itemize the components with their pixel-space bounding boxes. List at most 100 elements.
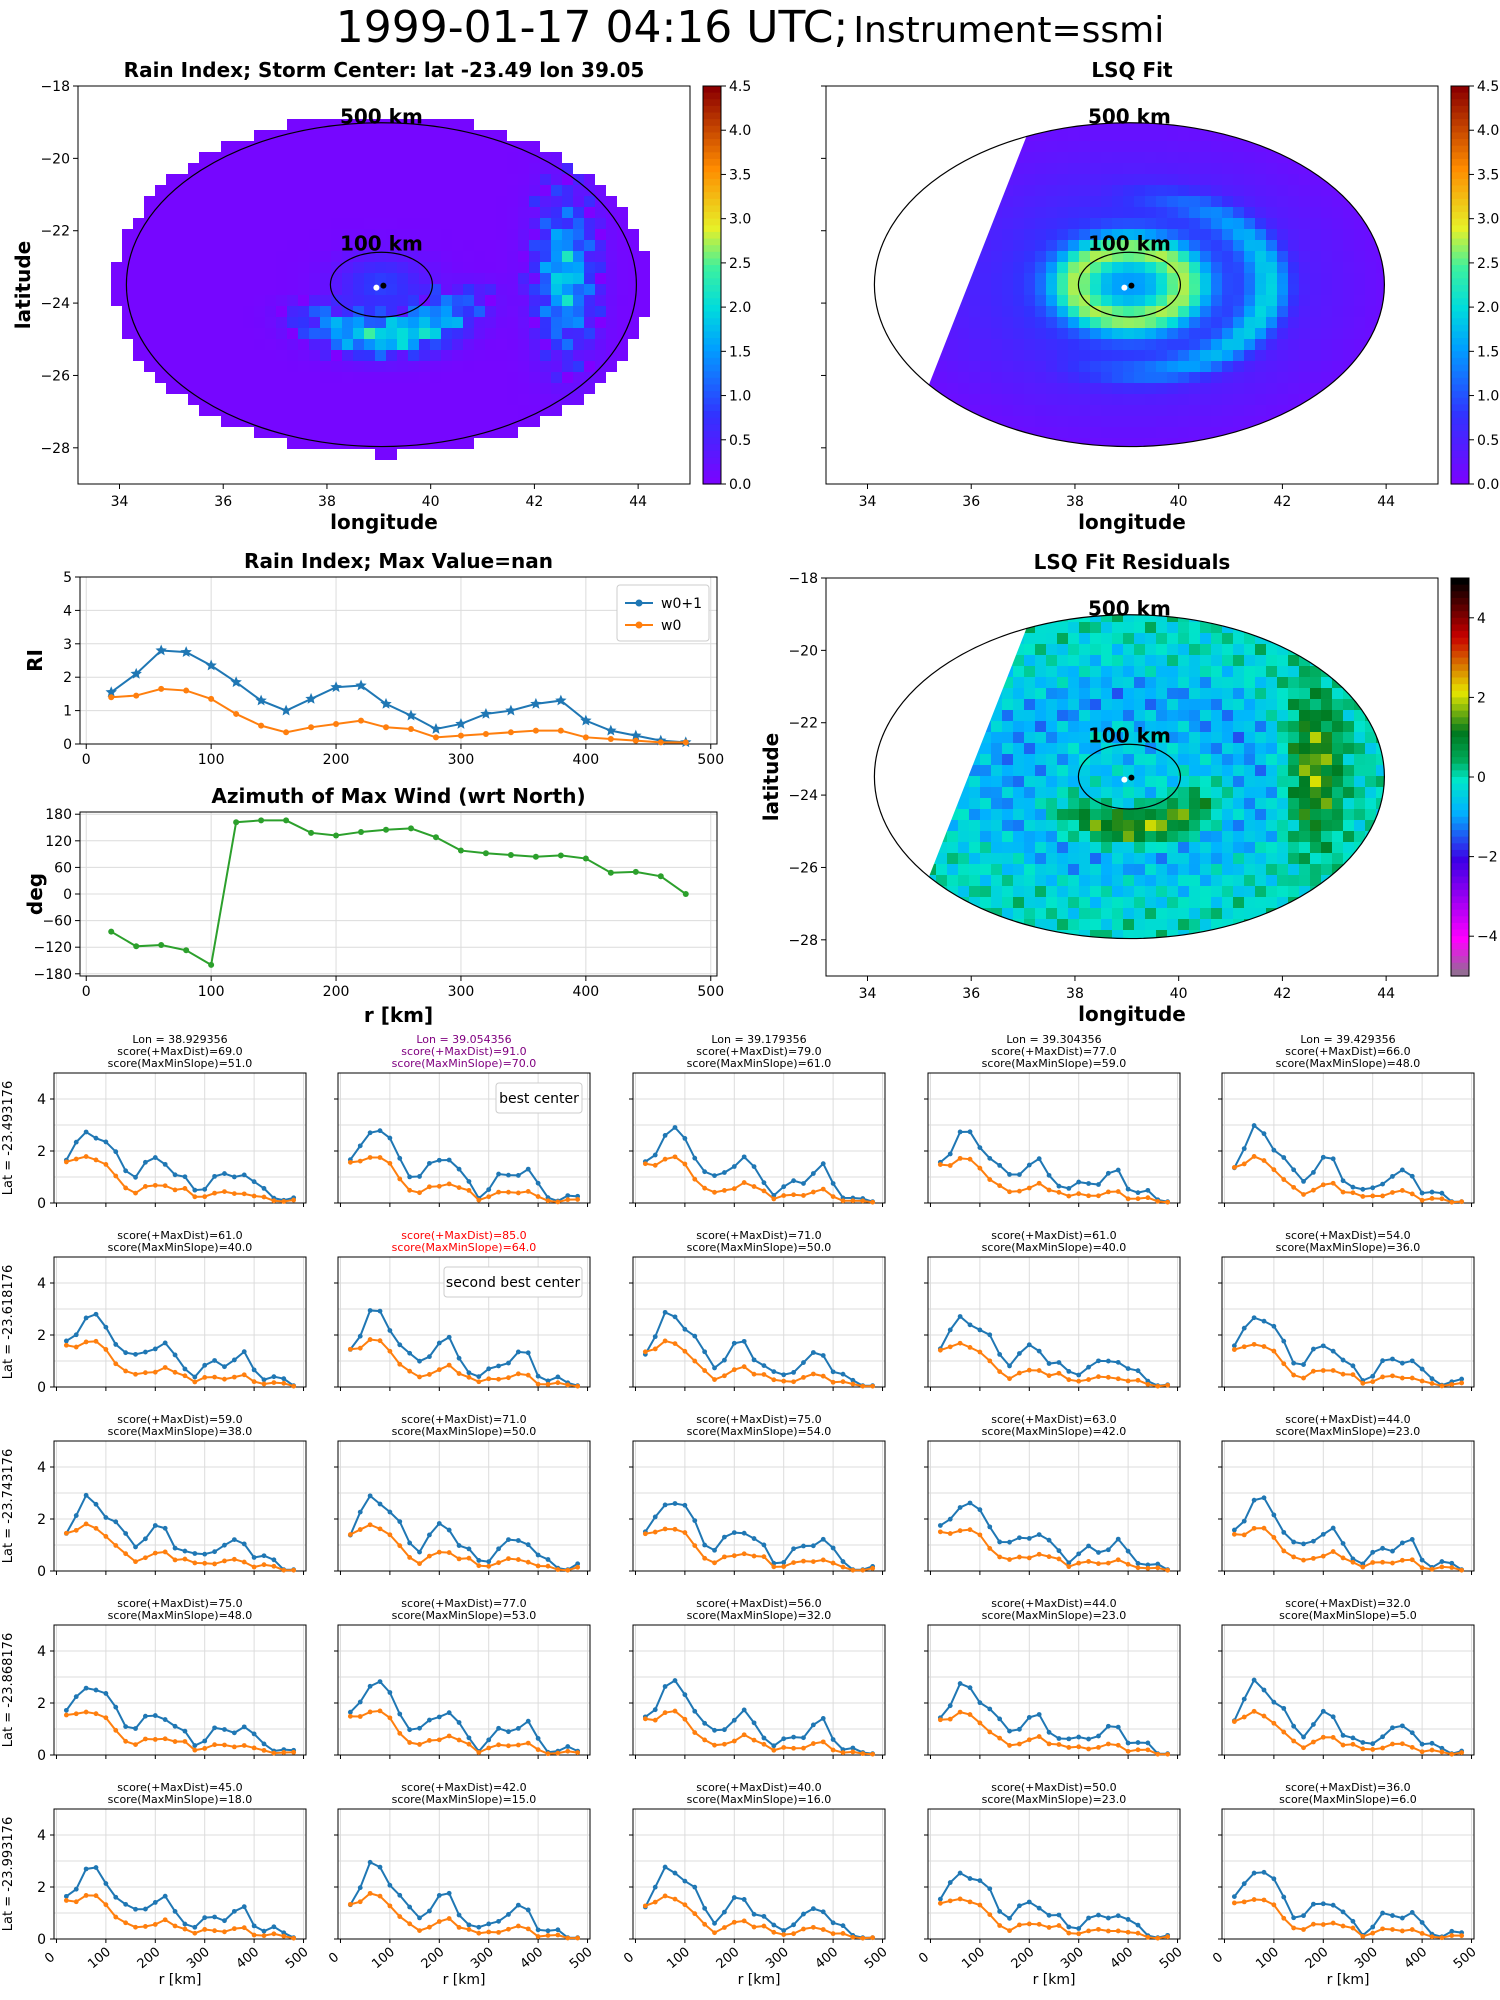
map-cell [606, 196, 617, 207]
map-cell [969, 163, 980, 174]
map-cell [1024, 644, 1035, 655]
map-cell [1321, 864, 1332, 875]
map-cell [898, 196, 903, 207]
data-point [63, 1342, 69, 1348]
map-cell [1277, 207, 1288, 218]
map-cell [1112, 306, 1123, 317]
map-cell [1310, 372, 1321, 383]
map-cell [254, 328, 265, 339]
data-point [741, 1338, 747, 1344]
map-cell [947, 174, 958, 185]
map-cell [1189, 699, 1200, 710]
series-line [644, 1126, 873, 1203]
map-cell [573, 295, 584, 306]
map-cell [1310, 809, 1321, 820]
map-cell [353, 130, 364, 141]
map-cell [980, 185, 991, 196]
map-cell [1002, 174, 1013, 185]
map-cell [408, 218, 419, 229]
map-cell [441, 361, 452, 372]
map-cell [386, 185, 397, 196]
map-cell [1101, 229, 1112, 240]
map-cell [188, 339, 199, 350]
map-cell [881, 732, 892, 743]
map-cell [1156, 438, 1167, 447]
data-point [662, 1156, 668, 1162]
x-axis-label: longitude [1078, 1002, 1186, 1026]
data-point [1066, 1377, 1072, 1383]
data-point [1291, 1167, 1297, 1173]
map-cell [584, 218, 595, 229]
map-cell [397, 207, 408, 218]
map-cell [1167, 831, 1178, 842]
map-cell [430, 152, 441, 163]
map-cell [1145, 633, 1156, 644]
colorbar-segment [703, 397, 721, 405]
map-cell [287, 130, 298, 141]
map-cell [1156, 350, 1167, 361]
map-cell [628, 295, 639, 306]
map-cell [1090, 820, 1101, 831]
map-cell [1134, 919, 1145, 930]
map-cell [980, 350, 991, 361]
map-cell [452, 438, 463, 449]
colorbar-segment [703, 377, 721, 386]
map-cell [1068, 776, 1079, 787]
colorbar-segment [1451, 125, 1469, 134]
map-cell [1387, 798, 1398, 809]
colorbar-segment [1451, 962, 1469, 970]
map-cell [364, 130, 375, 141]
map-cell [914, 765, 925, 776]
map-cell [1057, 207, 1068, 218]
map-cell [1255, 152, 1266, 163]
map-cell [925, 842, 936, 853]
map-cell [419, 405, 430, 416]
map-cell [1266, 372, 1277, 383]
colorbar-segment [1451, 949, 1469, 957]
map-cell [1299, 886, 1310, 897]
map-cell [925, 196, 936, 207]
data-point [672, 1314, 678, 1320]
map-cell [1200, 339, 1211, 350]
map-cell [1288, 185, 1299, 196]
colorbar-segment [1451, 285, 1469, 293]
map-cell [1123, 721, 1134, 732]
colorbar-segment [1451, 723, 1469, 732]
map-cell [1387, 765, 1398, 776]
map-cell [1024, 218, 1035, 229]
map-cell [485, 273, 496, 284]
map-cell [1277, 875, 1288, 886]
map-cell [276, 427, 287, 438]
map-cell [265, 262, 276, 273]
map-cell [1376, 765, 1385, 776]
map-cell [1200, 699, 1211, 710]
colorbar-segment [703, 291, 721, 299]
x-tick-label: 38 [1066, 986, 1084, 1002]
map-cell [573, 372, 584, 383]
map-cell [1046, 284, 1057, 295]
data-point [1449, 1382, 1455, 1387]
map-cell [1145, 622, 1156, 633]
map-cell [925, 262, 936, 273]
data-point [515, 1371, 521, 1377]
center-subplot: 024score(MaxMinSlope)=38.0score(+MaxDist… [1, 1413, 307, 1580]
map-cell [298, 317, 309, 328]
map-cell [331, 383, 342, 394]
map-cell [1057, 776, 1068, 787]
map-cell [485, 405, 496, 416]
data-point [358, 828, 365, 835]
map-cell [1189, 919, 1200, 930]
map-cell [1013, 864, 1024, 875]
map-cell [320, 163, 331, 174]
data-point [143, 1370, 148, 1376]
map-cell [1079, 427, 1090, 438]
map-cell [1233, 688, 1244, 699]
map-cell [331, 361, 342, 372]
data-point [172, 1369, 178, 1375]
map-cell [518, 262, 529, 273]
colorbar-segment [1451, 338, 1469, 346]
map-cell [551, 207, 562, 218]
map-cell [936, 886, 947, 897]
map-cell [1376, 295, 1385, 306]
map-cell [573, 317, 584, 328]
